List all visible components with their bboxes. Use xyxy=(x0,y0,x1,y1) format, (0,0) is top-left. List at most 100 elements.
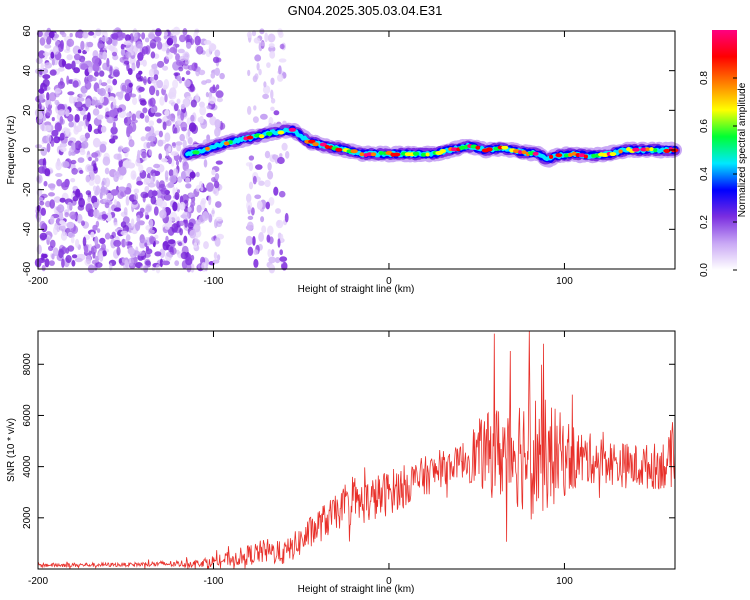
noise-blob xyxy=(268,197,275,206)
noise-blob xyxy=(186,41,192,49)
noise-blob xyxy=(48,31,55,39)
noise-blob xyxy=(113,199,118,206)
ridge-hotspot xyxy=(335,147,343,152)
noise-blob xyxy=(254,54,262,62)
noise-blob xyxy=(73,126,79,135)
noise-blob xyxy=(91,55,100,65)
ridge-hotspot xyxy=(192,150,200,155)
noise-blob xyxy=(125,234,131,242)
noise-blob xyxy=(171,142,176,147)
noise-blob xyxy=(64,178,70,188)
noise-blob xyxy=(205,79,212,84)
noise-blob xyxy=(186,184,191,189)
ridge-hotspot xyxy=(223,141,230,146)
noise-blob xyxy=(185,177,191,184)
ridge-hotspot xyxy=(277,130,285,135)
noise-blob xyxy=(108,45,115,52)
noise-blob xyxy=(91,96,98,107)
noise-blob xyxy=(125,43,134,52)
ridge-hotspot xyxy=(555,153,563,158)
noise-blob xyxy=(145,45,151,55)
noise-blob xyxy=(121,84,127,92)
noise-blob xyxy=(61,225,66,230)
noise-blob xyxy=(68,121,74,128)
colorbar: 0.0 0.2 0.4 0.6 0.8 Normalized spectral ampl… xyxy=(699,30,748,277)
noise-blob xyxy=(59,115,64,125)
noise-blob xyxy=(157,60,165,68)
noise-blob xyxy=(73,53,81,61)
noise-blob xyxy=(124,34,131,42)
noise-blob xyxy=(69,32,73,38)
noise-blob xyxy=(120,49,126,57)
noise-blob xyxy=(41,264,46,272)
colorbar-gradient xyxy=(712,30,737,270)
noise-blob xyxy=(92,33,97,39)
noise-blob xyxy=(119,166,127,176)
noise-blob xyxy=(44,62,53,69)
noise-blob xyxy=(165,52,173,60)
noise-blob xyxy=(277,238,281,248)
noise-blob xyxy=(179,201,186,211)
noise-blob xyxy=(189,171,196,179)
noise-blob xyxy=(81,220,85,226)
noise-blob xyxy=(47,104,52,112)
noise-blob xyxy=(147,31,155,40)
noise-blob xyxy=(169,47,177,54)
noise-blob xyxy=(92,62,100,72)
noise-blob xyxy=(149,85,156,96)
noise-blob xyxy=(215,216,223,222)
snr-x-ticks: -200 -100 0 100 xyxy=(28,331,573,587)
noise-blob xyxy=(149,219,154,228)
noise-blob xyxy=(179,34,186,43)
noise-blob xyxy=(55,160,62,171)
noise-blob xyxy=(80,58,85,63)
noise-blob xyxy=(125,158,132,164)
noise-blob xyxy=(271,249,275,257)
noise-blob xyxy=(144,115,150,123)
noise-blob xyxy=(167,181,175,188)
noise-blob xyxy=(215,160,223,165)
noise-blob xyxy=(174,191,180,201)
snr-plot: -200 -100 0 100 2000 4000 6000 8000 Height of … xyxy=(6,330,676,595)
noise-blob xyxy=(172,79,179,89)
noise-blob xyxy=(54,88,62,94)
noise-blob xyxy=(40,146,48,156)
spectrogram-x-axis-label: Height of straight line (km) xyxy=(298,284,415,295)
noise-blob xyxy=(78,106,84,111)
noise-blob xyxy=(52,45,60,55)
noise-blob xyxy=(158,130,163,138)
noise-blob xyxy=(171,117,176,123)
noise-blob xyxy=(38,102,42,111)
noise-blob xyxy=(175,53,181,62)
noise-blob xyxy=(268,236,274,245)
noise-blob xyxy=(276,220,281,227)
noise-blob xyxy=(178,220,185,226)
noise-blob xyxy=(200,198,207,205)
colorbar-tick-label: 0.0 xyxy=(699,263,710,277)
noise-blob xyxy=(214,67,221,77)
noise-blob xyxy=(108,96,115,101)
ridge-hotspot xyxy=(632,147,640,152)
noise-blob xyxy=(104,167,110,175)
noise-blob xyxy=(123,60,130,65)
noise-blob xyxy=(196,204,202,213)
noise-blob xyxy=(38,166,45,174)
x-tick-label: -200 xyxy=(28,276,48,287)
ridge-hotspot xyxy=(649,147,654,152)
y-tick-label: 60 xyxy=(22,25,33,37)
ridge-hotspot xyxy=(425,152,430,157)
noise-blob xyxy=(251,30,257,37)
noise-blob xyxy=(203,40,212,45)
ridge-hotspot xyxy=(485,147,493,152)
noise-blob xyxy=(116,246,121,256)
noise-blob xyxy=(69,211,77,220)
noise-blob xyxy=(264,32,269,43)
noise-blob xyxy=(109,66,113,76)
noise-blob xyxy=(59,77,64,86)
noise-blob xyxy=(279,153,283,158)
noise-blob xyxy=(278,190,286,198)
x-tick-label: -200 xyxy=(28,576,48,587)
noise-blob xyxy=(179,133,185,142)
noise-blob xyxy=(38,158,46,166)
noise-blob xyxy=(187,206,192,212)
